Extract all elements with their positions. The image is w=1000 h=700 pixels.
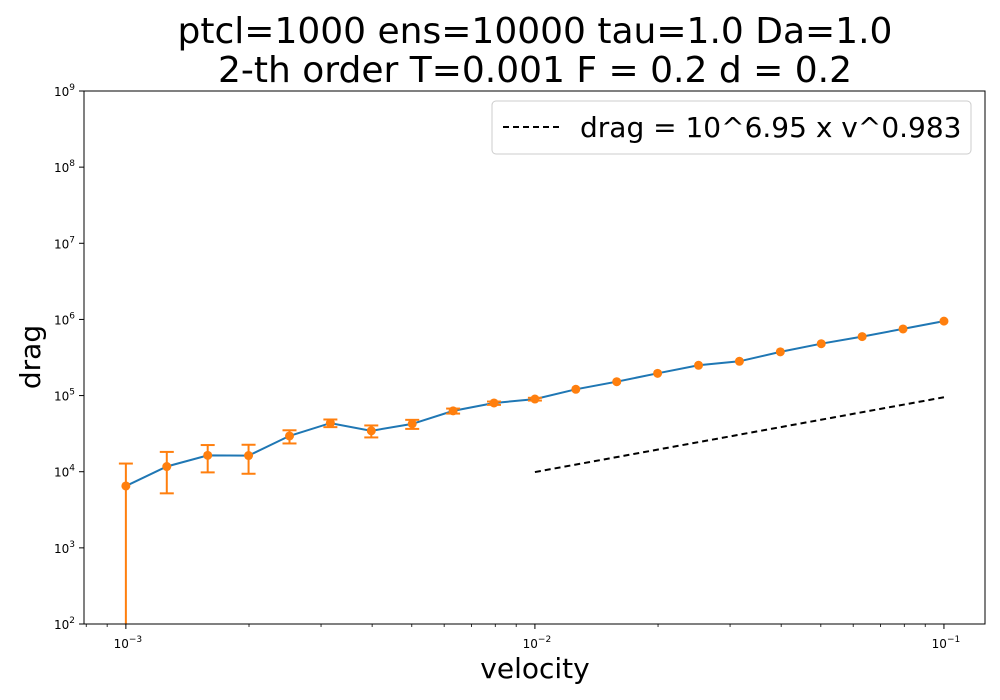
y-tick-label: 109 — [54, 83, 75, 99]
data-point — [734, 356, 744, 366]
y-tick-label: 103 — [54, 540, 75, 556]
plot-area — [84, 91, 985, 624]
data-point — [244, 451, 254, 461]
plot-frame — [83, 90, 986, 625]
data-point — [284, 431, 294, 441]
data-point — [571, 384, 581, 394]
data-point — [857, 332, 867, 342]
data-point — [530, 394, 540, 404]
data-point — [203, 450, 213, 460]
y-axis-label: drag — [14, 325, 47, 389]
data-point — [407, 419, 417, 429]
chart-title-line-2: 2-th order T=0.001 F = 0.2 d = 0.2 — [218, 50, 852, 91]
series-layer — [118, 316, 949, 624]
data-point — [939, 316, 949, 326]
data-point — [898, 324, 908, 334]
y-tick-label: 102 — [54, 616, 75, 632]
data-point — [694, 360, 704, 370]
y-tick-label: 106 — [54, 311, 75, 327]
data-point — [121, 481, 131, 491]
legend-label-fit: drag = 10^6.95 x v^0.983 — [580, 111, 961, 144]
legend-box — [491, 100, 972, 155]
y-tick-label: 105 — [54, 388, 75, 404]
legend: drag = 10^6.95 x v^0.983 — [491, 100, 972, 155]
y-tick-label: 107 — [54, 235, 75, 251]
data-point — [816, 339, 826, 349]
data-point — [653, 368, 663, 378]
y-tick-label: 108 — [54, 159, 75, 175]
y-tick-label: 104 — [54, 464, 75, 480]
x-axis-ticks: 10−3 10−2 10−1 — [85, 624, 961, 651]
y-axis-ticks: 102 103 104 105 106 107 108 109 — [54, 83, 84, 632]
data-point — [366, 426, 376, 436]
data-point — [448, 406, 458, 416]
data-point — [612, 377, 622, 387]
data-point — [489, 398, 499, 408]
x-tick-label: 10−1 — [932, 635, 961, 651]
x-tick-label: 10−3 — [114, 635, 143, 651]
data-point — [775, 347, 785, 357]
chart-title-line-1: ptcl=1000 ens=10000 tau=1.0 Da=1.0 — [178, 11, 893, 52]
data-point — [325, 418, 335, 428]
x-axis-label: velocity — [480, 652, 589, 685]
data-point — [162, 462, 172, 472]
x-tick-label: 10−2 — [523, 635, 552, 651]
